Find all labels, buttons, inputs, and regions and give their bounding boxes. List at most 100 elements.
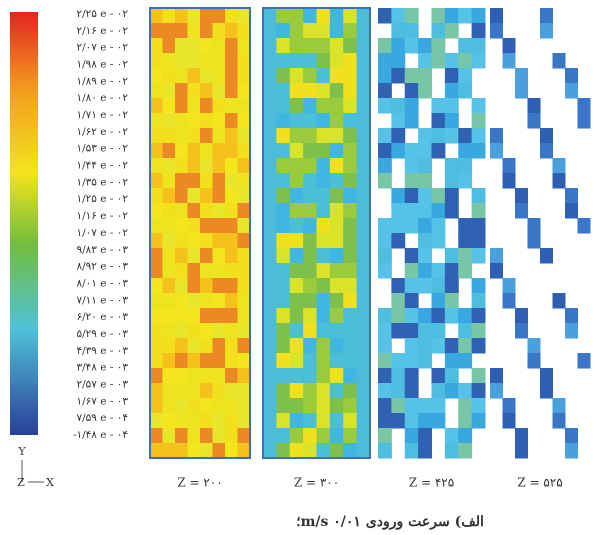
contour-cell <box>329 428 344 444</box>
contour-cell <box>391 188 406 204</box>
contour-cell <box>303 38 317 54</box>
contour-cell <box>187 353 201 369</box>
contour-cell <box>200 38 213 54</box>
contour-cell <box>276 428 291 444</box>
contour-cell <box>187 128 201 144</box>
contour-cell <box>187 248 201 264</box>
contour-cell <box>187 233 201 249</box>
contour-cell <box>356 428 371 444</box>
contour-cell <box>162 293 176 309</box>
contour-cell <box>263 353 277 369</box>
contour-cell <box>404 293 419 309</box>
contour-cell <box>378 233 392 249</box>
contour-cell <box>404 8 419 24</box>
contour-cell <box>225 98 238 114</box>
contour-cell <box>329 23 344 39</box>
contour-cell <box>162 413 176 429</box>
contour-cell <box>237 83 251 99</box>
contour-cell <box>378 158 392 174</box>
contour-cell <box>490 383 503 399</box>
contour-cell <box>343 263 358 279</box>
contour-cell <box>527 353 541 369</box>
contour-cell <box>212 53 226 69</box>
contour-cell <box>200 8 213 24</box>
contour-cell <box>378 398 392 414</box>
contour-cell <box>263 218 277 234</box>
contour-cell <box>444 338 459 354</box>
contour-cell <box>471 323 486 339</box>
contour-cell <box>540 128 553 144</box>
contour-cell <box>225 38 238 54</box>
contour-cell <box>303 8 317 24</box>
contour-cell <box>391 23 406 39</box>
contour-cell <box>316 158 331 174</box>
contour-cell <box>404 428 419 444</box>
contour-cell <box>200 128 213 144</box>
contour-cell <box>356 383 371 399</box>
contour-cell <box>303 188 317 204</box>
contour-cell <box>391 113 406 129</box>
contour-cell <box>565 203 578 219</box>
contour-cell <box>289 233 304 249</box>
contour-cell <box>303 218 317 234</box>
contour-cell <box>225 53 238 69</box>
contour-cell <box>404 113 419 129</box>
contour-cell <box>391 68 406 84</box>
contour-cell <box>237 398 251 414</box>
contour-cell <box>418 413 432 429</box>
contour-cell <box>237 218 251 234</box>
contour-cell <box>418 278 432 294</box>
contour-cell <box>289 23 304 39</box>
contour-cell <box>276 53 291 69</box>
contour-cell <box>540 23 553 39</box>
contour-cell <box>212 248 226 264</box>
colorbar-label: ۵/۲۹ e - ۰۳ <box>76 328 128 340</box>
contour-cell <box>471 368 486 384</box>
contour-cell <box>502 398 516 414</box>
contour-cell <box>162 323 176 339</box>
contour-cell <box>200 428 213 444</box>
contour-cell <box>225 293 238 309</box>
contour-cell <box>329 143 344 159</box>
contour-cell <box>162 398 176 414</box>
contour-cell <box>187 8 201 24</box>
contour-cell <box>356 353 371 369</box>
contour-cell <box>378 38 392 54</box>
contour-cell <box>329 233 344 249</box>
contour-cell <box>431 278 446 294</box>
contour-cell <box>303 233 317 249</box>
contour-cell <box>237 128 251 144</box>
contour-cell <box>431 218 446 234</box>
contour-cell <box>418 158 432 174</box>
contour-cell <box>150 8 163 24</box>
contour-cell <box>276 38 291 54</box>
contour-cell <box>175 158 188 174</box>
contour-cell <box>187 323 201 339</box>
contour-cell <box>263 383 277 399</box>
contour-cell <box>212 338 226 354</box>
contour-cell <box>356 338 371 354</box>
contour-cell <box>200 398 213 414</box>
contour-cell <box>471 218 486 234</box>
contour-cell <box>444 98 459 114</box>
contour-cell <box>515 188 528 204</box>
contour-cell <box>175 203 188 219</box>
contour-cell <box>471 8 486 24</box>
contour-cell <box>289 338 304 354</box>
contour-cell <box>263 188 277 204</box>
contour-cell <box>391 278 406 294</box>
contour-cell <box>391 218 406 234</box>
contour-cell <box>515 68 528 84</box>
contour-cell <box>187 413 201 429</box>
contour-cell <box>263 278 277 294</box>
contour-cell <box>404 188 419 204</box>
caption: الف) سرعت ورودی m/s ۰/۰۱؛ <box>296 514 484 530</box>
contour-cell <box>444 128 459 144</box>
contour-cell <box>356 308 371 324</box>
contour-panel <box>262 7 371 459</box>
colorbar-label: ۴/۳۹ e - ۰۳ <box>76 345 128 357</box>
colorbar-label: ۱/۱۶ e - ۰۲ <box>76 210 128 222</box>
contour-cell <box>343 83 358 99</box>
colorbar-label: ۷/۵۹ e - ۰۴ <box>76 412 128 424</box>
contour-cell <box>527 218 541 234</box>
